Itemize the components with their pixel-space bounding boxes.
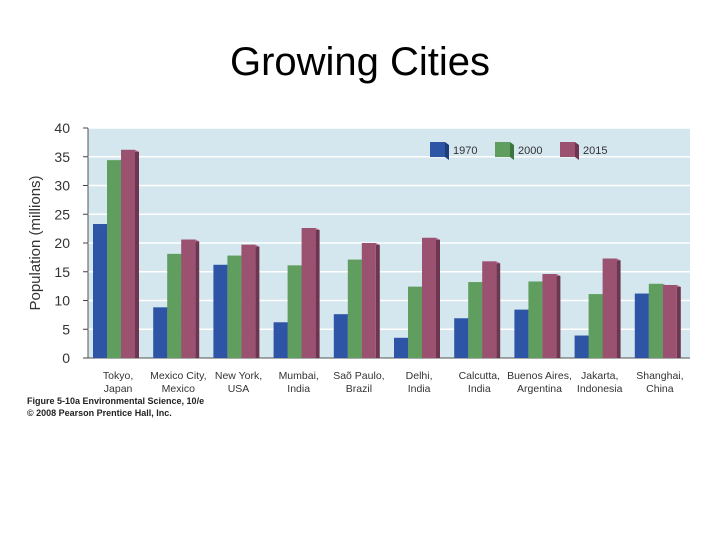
x-tick-label: Saõ Paulo, bbox=[333, 370, 384, 382]
y-tick-label: 20 bbox=[54, 235, 70, 251]
bar-1970 bbox=[213, 264, 228, 358]
bar-2015 bbox=[301, 228, 316, 358]
y-tick-label: 35 bbox=[54, 149, 70, 165]
legend-swatch-side bbox=[445, 142, 449, 160]
bar-side bbox=[556, 274, 561, 358]
bar-side bbox=[195, 239, 200, 358]
y-tick-label: 15 bbox=[54, 264, 70, 280]
bar-1970 bbox=[514, 309, 529, 358]
bar-2000 bbox=[347, 259, 362, 358]
x-tick-label: Mexico bbox=[162, 383, 195, 395]
x-tick-label: Shanghai, bbox=[636, 370, 683, 382]
y-tick-label: 10 bbox=[54, 293, 70, 309]
x-tick-label: China bbox=[646, 383, 674, 395]
y-tick-label: 40 bbox=[54, 120, 70, 136]
bar-2015 bbox=[662, 284, 677, 358]
x-tick-label: India bbox=[287, 383, 310, 395]
bar-2015 bbox=[121, 149, 135, 358]
bar-side bbox=[135, 149, 139, 358]
bar-side bbox=[676, 284, 681, 358]
legend-swatch-1970 bbox=[430, 142, 445, 157]
y-tick-label: 30 bbox=[54, 178, 70, 194]
bar-1970 bbox=[394, 337, 408, 358]
x-tick-label: Calcutta, bbox=[459, 370, 500, 382]
y-tick-label: 5 bbox=[62, 321, 70, 337]
x-tick-label: Tokyo, bbox=[103, 370, 133, 382]
bar-2000 bbox=[528, 281, 543, 358]
bar-2015 bbox=[602, 258, 617, 358]
x-tick-label: Mexico City, bbox=[150, 370, 206, 382]
bar-2000 bbox=[588, 294, 603, 358]
figure-caption: Figure 5-10a Environmental Science, 10/e bbox=[27, 396, 205, 406]
x-tick-label: Mumbai, bbox=[279, 370, 319, 382]
bar-2000 bbox=[107, 160, 121, 358]
x-tick-label: India bbox=[408, 383, 431, 395]
bar-2000 bbox=[287, 265, 302, 358]
legend-label: 2000 bbox=[518, 145, 542, 157]
x-tick-label: Brazil bbox=[346, 383, 372, 395]
x-tick-label: New York, bbox=[215, 370, 262, 382]
bar-1970 bbox=[93, 224, 107, 358]
y-tick-label: 25 bbox=[54, 206, 70, 222]
x-tick-label: Japan bbox=[104, 383, 133, 395]
legend-label: 2015 bbox=[583, 145, 607, 157]
bar-2000 bbox=[468, 282, 483, 358]
bar-side bbox=[436, 237, 440, 358]
x-tick-label: Indonesia bbox=[577, 383, 623, 395]
bar-2000 bbox=[227, 255, 242, 358]
bar-1970 bbox=[153, 307, 168, 358]
legend-swatch-2015 bbox=[560, 142, 575, 157]
legend-swatch-side bbox=[510, 142, 514, 160]
bar-side bbox=[255, 244, 260, 358]
bar-1970 bbox=[273, 322, 288, 358]
x-tick-label: Argentina bbox=[517, 383, 562, 395]
slide-title: Growing Cities bbox=[229, 40, 491, 84]
bar-side bbox=[616, 258, 621, 358]
x-tick-label: USA bbox=[228, 383, 250, 395]
x-tick-label: Buenos Aires, bbox=[507, 370, 572, 382]
bar-2000 bbox=[408, 286, 422, 358]
x-tick-label: India bbox=[468, 383, 491, 395]
bar-2000 bbox=[167, 253, 182, 358]
y-tick-label: 0 bbox=[62, 350, 70, 366]
bar-2015 bbox=[361, 243, 376, 358]
copyright-notice: © 2008 Pearson Prentice Hall, Inc. bbox=[27, 408, 172, 418]
bar-1970 bbox=[333, 314, 348, 358]
bar-side bbox=[496, 261, 501, 358]
bar-side bbox=[375, 243, 380, 358]
legend-swatch-2000 bbox=[495, 142, 510, 157]
bar-2000 bbox=[648, 283, 663, 358]
legend-label: 1970 bbox=[453, 145, 477, 157]
y-axis-title: Population (millions) bbox=[27, 175, 44, 310]
bar-2015 bbox=[241, 244, 256, 358]
x-tick-label: Delhi, bbox=[406, 370, 433, 382]
bar-1970 bbox=[634, 293, 649, 358]
bar-2015 bbox=[422, 237, 436, 358]
bar-2015 bbox=[181, 239, 196, 358]
legend-swatch-side bbox=[575, 142, 579, 160]
x-tick-label: Jakarta, bbox=[581, 370, 618, 382]
bar-2015 bbox=[542, 274, 557, 358]
bar-1970 bbox=[454, 318, 469, 358]
bar-2015 bbox=[482, 261, 497, 358]
bar-side bbox=[315, 228, 320, 358]
bar-1970 bbox=[574, 335, 589, 358]
